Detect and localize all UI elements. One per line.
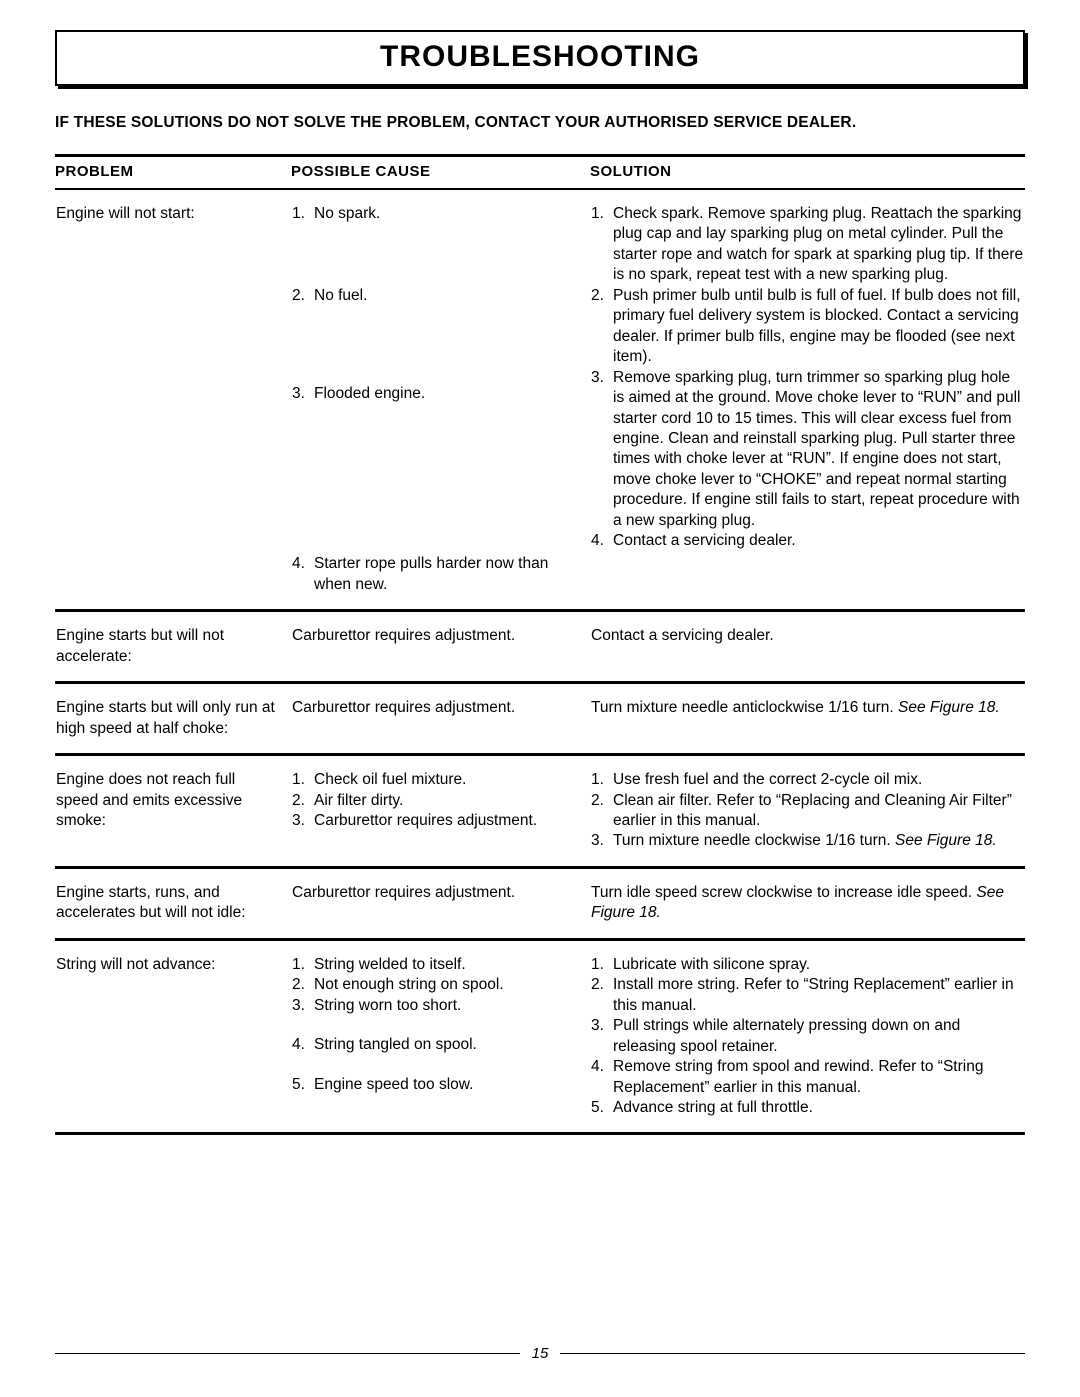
header-cause: POSSIBLE CAUSE	[291, 156, 590, 190]
title-box: TROUBLESHOOTING	[55, 30, 1025, 86]
table-row: Engine does not reach full speed and emi…	[55, 755, 1025, 868]
troubleshooting-table: PROBLEM POSSIBLE CAUSE SOLUTION Engine w…	[55, 154, 1025, 1135]
cell-cause: 1.String welded to itself.2.Not enough s…	[291, 939, 590, 1134]
cell-cause: Carburettor requires adjustment.	[291, 867, 590, 939]
cell-problem: Engine starts but will only run at high …	[55, 683, 291, 755]
cell-solution: 1.Use fresh fuel and the correct 2-cycle…	[590, 755, 1025, 868]
cell-cause: 1.Check oil fuel mixture.2.Air filter di…	[291, 755, 590, 868]
cell-problem: Engine starts, runs, and accelerates but…	[55, 867, 291, 939]
table-header-row: PROBLEM POSSIBLE CAUSE SOLUTION	[55, 156, 1025, 190]
cell-problem: Engine will not start:	[55, 189, 291, 611]
table-row: String will not advance:1.String welded …	[55, 939, 1025, 1134]
footer-rule-left	[55, 1353, 520, 1354]
page-footer: 15	[55, 1345, 1025, 1362]
page-title: TROUBLESHOOTING	[57, 40, 1023, 74]
page: TROUBLESHOOTING IF THESE SOLUTIONS DO NO…	[0, 0, 1080, 1397]
header-solution: SOLUTION	[590, 156, 1025, 190]
intro-text: IF THESE SOLUTIONS DO NOT SOLVE THE PROB…	[55, 114, 1025, 132]
cell-cause: Carburettor requires adjustment.	[291, 683, 590, 755]
table-row: Engine starts, runs, and accelerates but…	[55, 867, 1025, 939]
table-row: Engine will not start:1.No spark.2.No fu…	[55, 189, 1025, 611]
cell-problem: Engine starts but will not accelerate:	[55, 611, 291, 683]
table-row: Engine starts but will not accelerate:Ca…	[55, 611, 1025, 683]
cell-solution: 1.Lubricate with silicone spray.2.Instal…	[590, 939, 1025, 1134]
cell-problem: Engine does not reach full speed and emi…	[55, 755, 291, 868]
footer-rule-right	[560, 1353, 1025, 1354]
header-problem: PROBLEM	[55, 156, 291, 190]
cell-solution: Contact a servicing dealer.	[590, 611, 1025, 683]
cell-cause: 1.No spark.2.No fuel.3.Flooded engine.4.…	[291, 189, 590, 611]
page-number: 15	[532, 1345, 549, 1362]
cell-solution: Turn mixture needle anticlockwise 1/16 t…	[590, 683, 1025, 755]
table-row: Engine starts but will only run at high …	[55, 683, 1025, 755]
cell-solution: Turn idle speed screw clockwise to incre…	[590, 867, 1025, 939]
cell-problem: String will not advance:	[55, 939, 291, 1134]
cell-solution: 1.Check spark. Remove sparking plug. Rea…	[590, 189, 1025, 611]
cell-cause: Carburettor requires adjustment.	[291, 611, 590, 683]
